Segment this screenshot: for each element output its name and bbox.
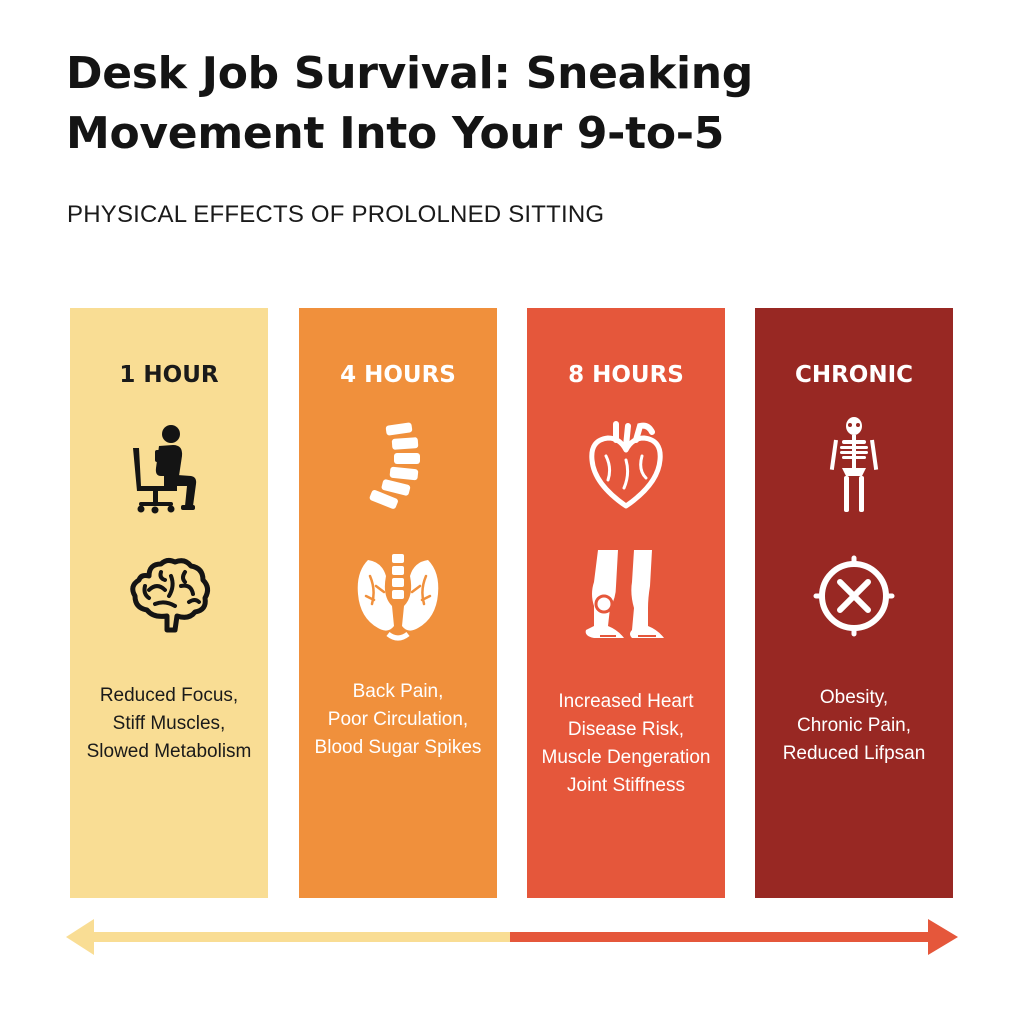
skeleton-icon xyxy=(804,416,904,516)
arrow-head-left xyxy=(66,919,94,955)
person-sitting-icon xyxy=(119,416,219,516)
stage-effects: Back Pain, Poor Circulation, Blood Sugar… xyxy=(314,681,482,758)
stage-label: 4 HOURS xyxy=(340,362,456,388)
stage-effects: Obesity, Chronic Pain, Reduced Lifpsan xyxy=(782,687,926,764)
arrow-head-right xyxy=(928,919,958,955)
heart-icon xyxy=(576,416,676,516)
x-circle-icon xyxy=(804,546,904,646)
pelvis-veins-icon xyxy=(348,546,448,646)
stage-effects: Reduced Focus, Stiff Muscles, Slowed Met… xyxy=(86,685,252,762)
page-subtitle: PHYSICAL EFFECTS OF PROLOLNED SITTING xyxy=(67,201,605,228)
stage-panel-chronic: CHRONIC xyxy=(755,308,953,898)
stage-label: 8 HOURS xyxy=(568,362,684,388)
stage-label: CHRONIC xyxy=(794,362,914,388)
arrow-bar-right xyxy=(510,932,932,942)
page-title: Desk Job Survival: Sneaking Movement Int… xyxy=(66,48,754,159)
arrow-bar-left xyxy=(92,932,510,942)
timeline-arrow xyxy=(66,919,958,955)
stage-effects: Increased Heart Disease Risk, Muscle Den… xyxy=(541,691,711,796)
stage-label: 1 HOUR xyxy=(119,362,219,388)
stage-panel-4-hours: 4 HOURS Back Pain, Poor Circulation, Blo… xyxy=(299,308,497,898)
stage-panel-8-hours: 8 HOURS Increased Heart Disease Risk, Mu… xyxy=(527,308,725,898)
spine-icon xyxy=(348,416,448,516)
stage-panel-1-hour: 1 HOUR Reduced Focus, Stiff Muscles, Slo… xyxy=(70,308,268,898)
brain-icon xyxy=(119,546,219,646)
legs-knee-icon xyxy=(576,546,676,646)
